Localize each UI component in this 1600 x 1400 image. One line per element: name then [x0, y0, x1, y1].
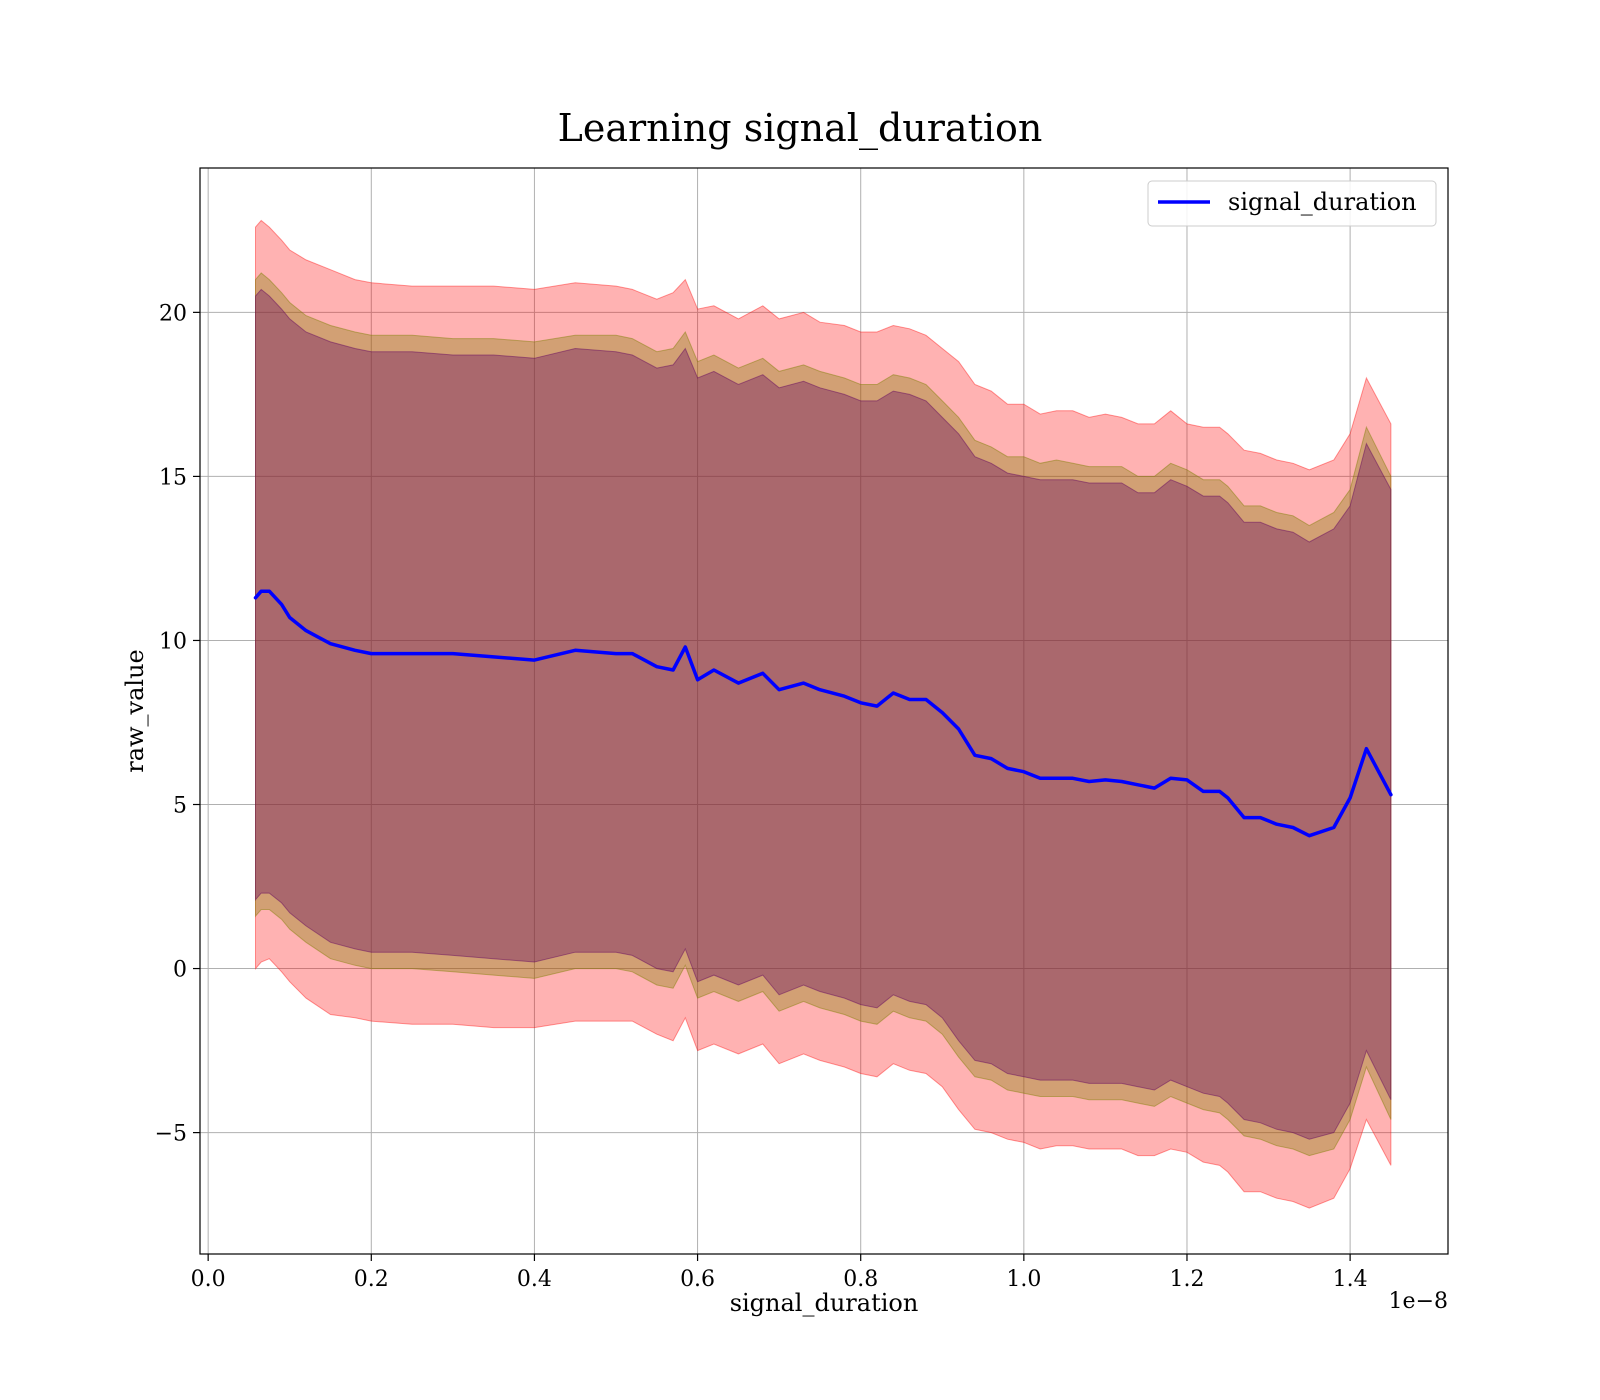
x-tick-label-2: 0.4: [517, 1267, 552, 1292]
y-tick-label-1: 0: [173, 958, 187, 983]
y-tick-label-0: −5: [155, 1122, 187, 1147]
y-tick-label-5: 20: [159, 301, 187, 326]
line-layer: [253, 589, 1393, 838]
x-axis-offset-label: 1e−8: [1389, 1289, 1448, 1314]
chart-title: Learning signal_duration: [558, 106, 1043, 151]
band-1: [255, 272, 1392, 1157]
x-axis-label: signal_duration: [730, 1289, 919, 1317]
x-tick-label-3: 0.6: [680, 1267, 715, 1292]
x-tick-label-4: 0.8: [843, 1267, 878, 1292]
legend-box: [1147, 180, 1437, 227]
band-2: [255, 288, 1392, 1140]
legend: signal_duration: [1147, 180, 1437, 227]
y-axis-label: raw_value: [121, 649, 149, 773]
x-tick-label-0: 0.0: [191, 1267, 226, 1292]
band-layer: [255, 219, 1392, 1209]
y-axis: −5 0 5 10 15 20: [155, 301, 200, 1147]
series-line-0: [253, 589, 1393, 838]
x-axis: 0.0 0.2 0.4 0.6 0.8 1.0 1.2 1.4: [191, 1254, 1368, 1292]
x-tick-label-6: 1.2: [1169, 1267, 1204, 1292]
y-tick-label-3: 10: [159, 629, 187, 654]
band-0: [255, 219, 1392, 1209]
grid-layer: [200, 168, 1448, 1254]
x-tick-label-1: 0.2: [354, 1267, 389, 1292]
legend-entry-label: signal_duration: [1228, 188, 1417, 216]
plot-area-frame: [199, 167, 1449, 1255]
y-tick-label-4: 15: [159, 465, 187, 490]
x-tick-label-5: 1.0: [1006, 1267, 1041, 1292]
x-tick-label-7: 1.4: [1333, 1267, 1368, 1292]
y-tick-label-2: 5: [173, 794, 187, 819]
